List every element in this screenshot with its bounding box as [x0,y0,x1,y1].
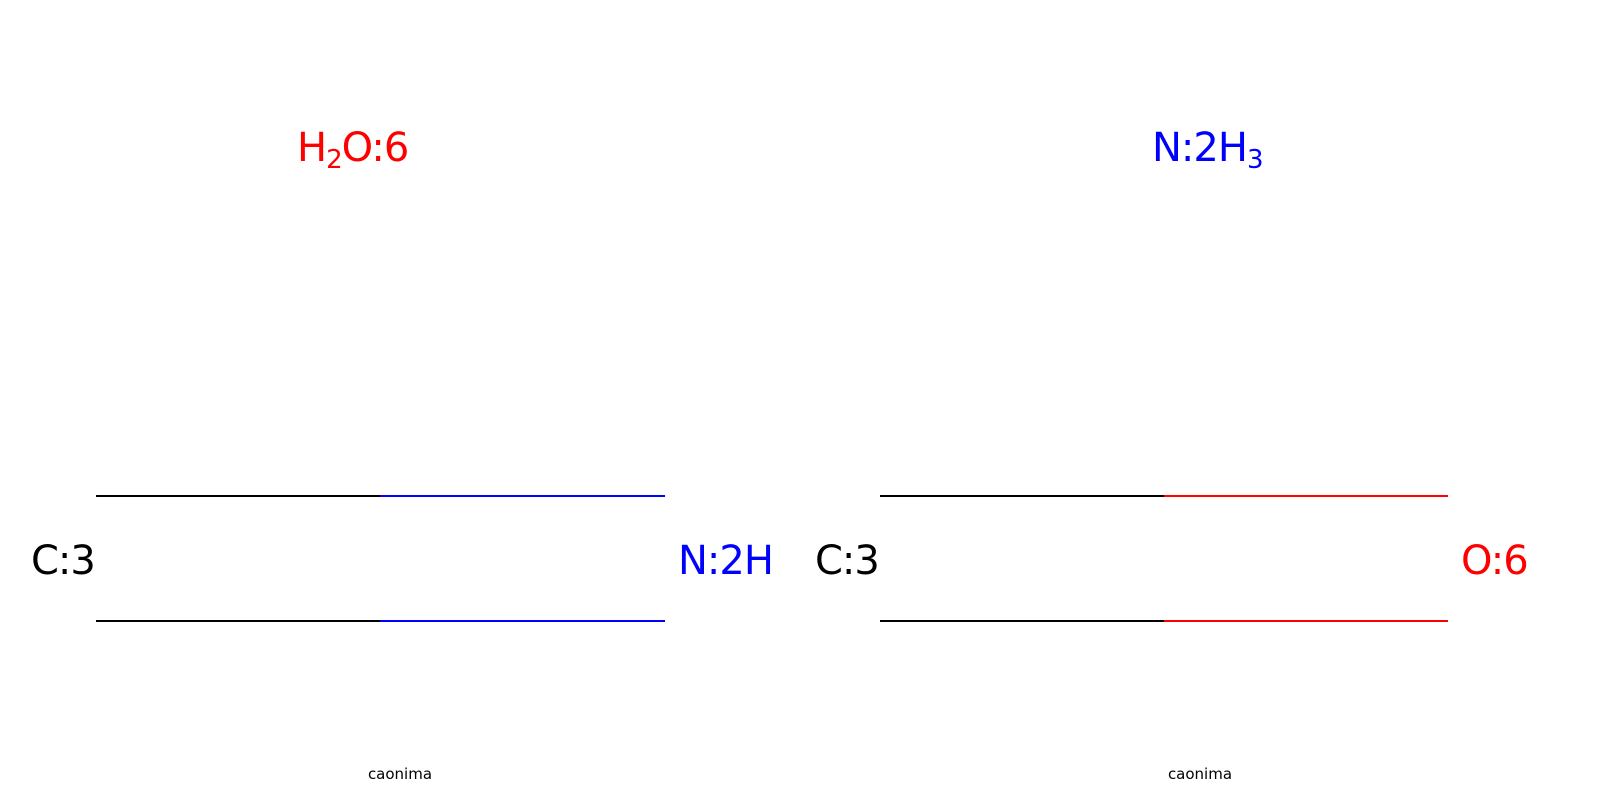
bond-lower-carbon-half [96,620,380,622]
bond-lower-nitrogen-half [380,620,665,622]
ammonia-n-symbol: N:2H [1152,125,1248,171]
water-o-symbol: O:6 [341,125,410,171]
bond-upper-carbon-half [880,495,1164,497]
reaction-panel-left: H2O:6 C:3 N:2H caonima [31,125,774,783]
ammonia-molecule-label: N:2H3 [1152,125,1263,173]
bond-upper-carbon-half [96,495,380,497]
panel-caption: caonima [1167,765,1233,783]
oxygen-atom-label: O:6 [1461,538,1529,584]
bond-lower-oxygen-half [1164,620,1448,622]
bond-upper-nitrogen-half [380,495,665,497]
bond-lower-carbon-half [880,620,1164,622]
water-h-count: 2 [326,144,343,175]
panel-caption: caonima [367,765,433,783]
water-molecule-label: H2O:6 [297,125,410,173]
carbon-atom-label: C:3 [31,538,96,584]
nitrogen-atom-label: N:2H [678,538,774,584]
bond-upper-oxygen-half [1164,495,1448,497]
reaction-panel-right: N:2H3 C:3 O:6 caonima [800,0,1600,800]
ammonia-h-count: 3 [1246,144,1264,175]
water-h-symbol: H [297,125,327,171]
carbon-atom-label: C:3 [815,538,880,584]
